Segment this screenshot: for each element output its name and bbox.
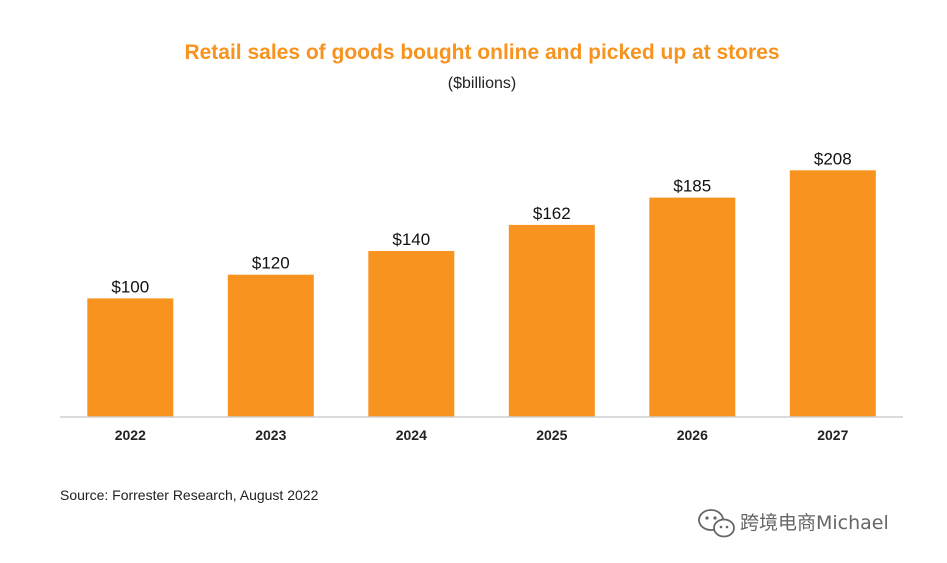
bar-2025 [508, 224, 595, 417]
data-label-2025: $162 [533, 204, 571, 223]
bars-group [87, 170, 876, 417]
data-label-2027: $208 [814, 149, 852, 168]
data-label-2023: $120 [252, 254, 290, 273]
x-tick-label-2026: 2026 [677, 427, 708, 443]
bar-2022 [87, 298, 174, 417]
x-tick-labels-group: 2022 2023 2024 2025 2026 2027 [115, 427, 849, 443]
x-tick-label-2022: 2022 [115, 427, 146, 443]
value-labels-group: $100 $120 $140 $162 $185 $208 [111, 149, 851, 296]
x-tick-label-2024: 2024 [396, 427, 427, 443]
watermark: 跨境电商Michael [698, 509, 889, 538]
data-label-2024: $140 [392, 230, 430, 249]
data-label-2022: $100 [111, 277, 149, 296]
watermark-text: 跨境电商Michael [740, 512, 889, 534]
wechat-icon [698, 509, 735, 538]
x-tick-label-2023: 2023 [255, 427, 286, 443]
chart-title: Retail sales of goods bought online and … [184, 41, 779, 64]
x-tick-label-2025: 2025 [536, 427, 567, 443]
bar-2026 [649, 197, 736, 417]
data-label-2026: $185 [673, 177, 711, 196]
bar-2023 [227, 274, 314, 417]
bar-2024 [368, 251, 455, 417]
source-note: Source: Forrester Research, August 2022 [60, 487, 319, 503]
bar-2027 [789, 170, 876, 417]
x-tick-label-2027: 2027 [817, 427, 848, 443]
chart-subtitle: ($billions) [448, 75, 516, 92]
